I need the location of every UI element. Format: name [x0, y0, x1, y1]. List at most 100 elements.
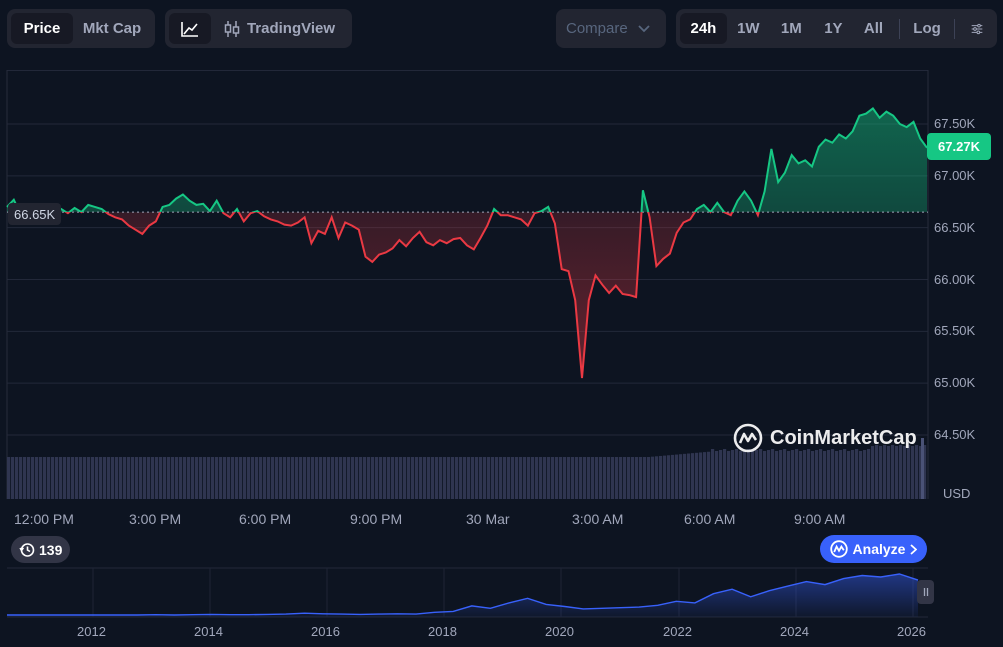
volume-bar: [711, 449, 715, 499]
volume-bar: [591, 457, 595, 499]
volume-bar: [507, 457, 511, 499]
volume-bar: [167, 457, 171, 499]
x-tick-label: 3:00 PM: [129, 511, 182, 527]
line-chart-button[interactable]: [169, 13, 211, 44]
volume-bar: [919, 446, 923, 499]
volume-bar: [667, 455, 671, 499]
volume-bar: [147, 457, 151, 499]
history-count: 139: [39, 541, 63, 558]
volume-bar: [659, 455, 663, 499]
price-line-down: [18, 212, 760, 379]
volume-bar: [699, 452, 703, 499]
volume-bar: [55, 457, 59, 499]
navigator-handle[interactable]: [917, 580, 934, 604]
volume-bar: [811, 451, 815, 499]
volume-bar: [823, 451, 827, 499]
range-navigator[interactable]: [7, 567, 928, 618]
volume-bar: [339, 457, 343, 499]
volume-bar: [191, 457, 195, 499]
volume-bar: [183, 457, 187, 499]
volume-bar: [595, 457, 599, 499]
volume-bar: [503, 457, 507, 499]
volume-bar: [879, 446, 883, 499]
volume-bar: [423, 457, 427, 499]
compare-dropdown[interactable]: Compare: [556, 9, 666, 48]
volume-bar: [683, 453, 687, 499]
volume-bar: [95, 457, 99, 499]
volume-bar: [623, 457, 627, 499]
log-toggle[interactable]: Log: [913, 20, 941, 37]
y-tick-label: 65.50K: [934, 323, 976, 339]
volume-bar: [827, 450, 831, 499]
volume-bar: [335, 457, 339, 499]
volume-bar: [135, 457, 139, 499]
analyze-button[interactable]: Analyze: [820, 535, 927, 563]
range-selector: 24h 1W 1M 1Y All Log: [676, 9, 997, 48]
volume-bar: [187, 457, 191, 499]
volume-bar: [251, 457, 255, 499]
divider: [899, 18, 901, 39]
x-tick-label: 12:00 PM: [14, 511, 74, 527]
volume-bar: [907, 445, 911, 499]
range-all[interactable]: All: [863, 20, 884, 37]
volume-bar: [563, 457, 567, 499]
watermark-text: CoinMarketCap: [770, 426, 917, 449]
volume-bar: [571, 457, 575, 499]
volume-bar: [743, 450, 747, 499]
volume-bar: [91, 457, 95, 499]
price-chart[interactable]: [0, 60, 1003, 647]
volume-bar: [643, 457, 647, 499]
volume-bar: [635, 457, 639, 499]
currency-label: USD: [943, 486, 971, 501]
x-tick-label: 3:00 AM: [572, 511, 624, 527]
volume-bar: [367, 457, 371, 499]
volume-bar: [51, 457, 55, 499]
volume-bar: [755, 450, 759, 499]
volume-bar: [835, 451, 839, 499]
volume-bar: [715, 451, 719, 499]
volume-bar: [875, 445, 879, 499]
divider: [954, 18, 955, 39]
volume-bar: [11, 457, 15, 499]
volume-bar: [387, 457, 391, 499]
history-badge[interactable]: 139: [11, 536, 71, 563]
volume-bar: [415, 457, 419, 499]
volume-bar: [195, 457, 199, 499]
compare-label: Compare: [566, 20, 628, 37]
chart-settings-button[interactable]: [961, 13, 993, 44]
volume-bar: [347, 457, 351, 499]
volume-bar: [99, 457, 103, 499]
volume-bar: [495, 457, 499, 499]
volume-bar: [223, 457, 227, 499]
range-1w[interactable]: 1W: [737, 20, 760, 37]
volume-bar: [471, 457, 475, 499]
volume-bar: [863, 450, 867, 499]
volume-bar: [671, 454, 675, 499]
volume-bar: [427, 457, 431, 499]
volume-bar: [139, 457, 143, 499]
range-24h[interactable]: 24h: [680, 13, 727, 44]
navigator-year-label: 2024: [780, 624, 809, 639]
volume-bar: [467, 457, 471, 499]
volume-bar: [79, 457, 83, 499]
volume-bar: [351, 457, 355, 499]
chevron-right-icon: [910, 543, 918, 555]
x-tick-label: 9:00 PM: [350, 511, 403, 527]
range-1m[interactable]: 1M: [780, 20, 802, 37]
volume-bar: [267, 457, 271, 499]
navigator-year-label: 2026: [897, 624, 926, 639]
volume-bar: [915, 445, 919, 499]
volume-bar: [491, 457, 495, 499]
range-1y[interactable]: 1Y: [824, 20, 843, 37]
market-cap-tab[interactable]: Mkt Cap: [82, 20, 142, 37]
volume-bar: [331, 457, 335, 499]
volume-bar: [519, 457, 523, 499]
volume-bar: [815, 450, 819, 499]
price-tab[interactable]: Price: [11, 13, 73, 44]
volume-bar: [767, 450, 771, 499]
volume-bar: [607, 457, 611, 499]
tradingview-button[interactable]: TradingView: [211, 13, 347, 44]
price-area-down: [7, 212, 927, 378]
volume-bar: [131, 457, 135, 499]
volume-bar: [631, 457, 635, 499]
